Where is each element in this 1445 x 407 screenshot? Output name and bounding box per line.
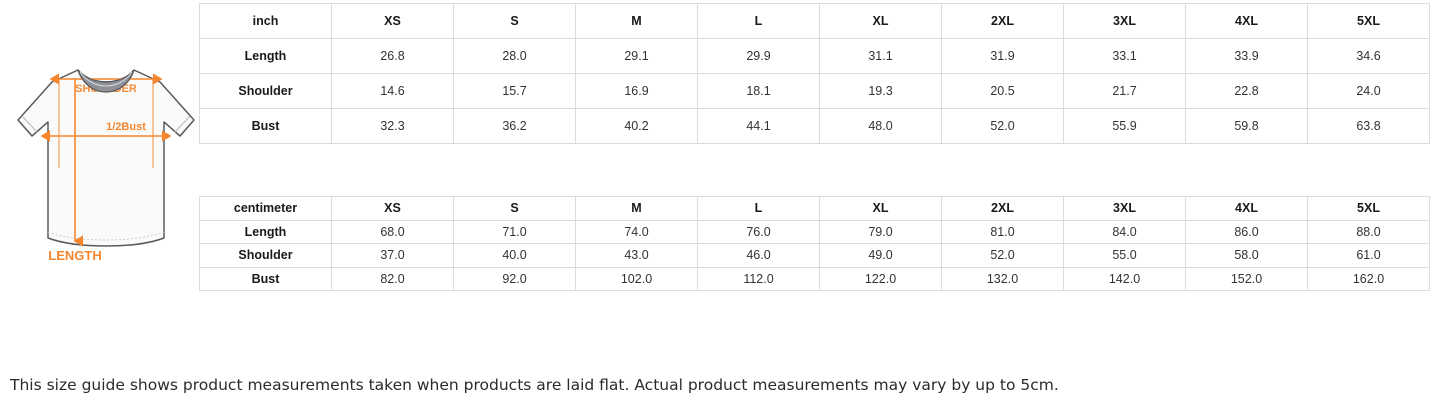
cell-inch-shoulder-xl: 19.3 [819, 73, 942, 109]
cell-inch-shoulder-3xl: 21.7 [1063, 73, 1186, 109]
unit-header-inch: inch [199, 3, 332, 39]
cell-inch-shoulder-s: 15.7 [453, 73, 576, 109]
cell-inch-bust-xl: 48.0 [819, 108, 942, 144]
cell-cm-bust-m: 102.0 [575, 266, 698, 291]
cell-cm-shoulder-xl: 49.0 [819, 243, 942, 268]
size-table-inch: inch XS S M L XL 2XL 3XL 4XL 5XL Length … [199, 3, 1430, 144]
size-header-cm-4xl: 4XL [1185, 196, 1308, 221]
cell-cm-length-l: 76.0 [697, 219, 820, 244]
size-header-cm-3xl: 3XL [1063, 196, 1186, 221]
cell-inch-bust-l: 44.1 [697, 108, 820, 144]
cell-cm-shoulder-xs: 37.0 [331, 243, 454, 268]
row-label-length: Length [199, 38, 332, 74]
size-table-centimeter: centimeter XS S M L XL 2XL 3XL 4XL 5XL L… [199, 196, 1430, 291]
size-header-l: L [697, 3, 820, 39]
collar-overlap-shape [77, 69, 135, 93]
cell-cm-length-2xl: 81.0 [941, 219, 1064, 244]
cell-inch-length-l: 29.9 [697, 38, 820, 74]
table-row: Length 68.0 71.0 74.0 76.0 79.0 81.0 84.… [199, 219, 1430, 244]
cell-inch-bust-3xl: 55.9 [1063, 108, 1186, 144]
cell-cm-shoulder-l: 46.0 [697, 243, 820, 268]
cell-inch-bust-s: 36.2 [453, 108, 576, 144]
table-row: Length 26.8 28.0 29.1 29.9 31.1 31.9 33.… [199, 38, 1430, 74]
cell-cm-length-xs: 68.0 [331, 219, 454, 244]
cell-cm-bust-4xl: 152.0 [1185, 266, 1308, 291]
tshirt-body-shape [17, 69, 195, 247]
size-header-3xl: 3XL [1063, 3, 1186, 39]
size-header-cm-xl: XL [819, 196, 942, 221]
row-label-shoulder: Shoulder [199, 73, 332, 109]
cell-cm-bust-s: 92.0 [453, 266, 576, 291]
tshirt-measurement-diagram: SHOULDER 1/2Bust LENGTH [8, 48, 204, 268]
cell-inch-bust-2xl: 52.0 [941, 108, 1064, 144]
size-header-cm-xs: XS [331, 196, 454, 221]
row-label-cm-shoulder: Shoulder [199, 243, 332, 268]
size-header-cm-2xl: 2XL [941, 196, 1064, 221]
unit-header-centimeter: centimeter [199, 196, 332, 221]
cell-cm-length-m: 74.0 [575, 219, 698, 244]
cell-cm-bust-l: 112.0 [697, 266, 820, 291]
cell-inch-shoulder-l: 18.1 [697, 73, 820, 109]
cell-inch-shoulder-4xl: 22.8 [1185, 73, 1308, 109]
cell-inch-shoulder-5xl: 24.0 [1307, 73, 1430, 109]
size-header-s: S [453, 3, 576, 39]
cell-cm-length-xl: 79.0 [819, 219, 942, 244]
bust-label: 1/2Bust [106, 121, 146, 133]
cell-cm-shoulder-s: 40.0 [453, 243, 576, 268]
table-header-row: centimeter XS S M L XL 2XL 3XL 4XL 5XL [199, 196, 1430, 221]
table-row: Shoulder 14.6 15.7 16.9 18.1 19.3 20.5 2… [199, 73, 1430, 109]
size-header-cm-5xl: 5XL [1307, 196, 1430, 221]
cell-cm-length-5xl: 88.0 [1307, 219, 1430, 244]
cell-inch-length-s: 28.0 [453, 38, 576, 74]
cell-cm-bust-2xl: 132.0 [941, 266, 1064, 291]
cell-inch-shoulder-m: 16.9 [575, 73, 698, 109]
row-label-cm-length: Length [199, 219, 332, 244]
cell-inch-length-3xl: 33.1 [1063, 38, 1186, 74]
cell-cm-shoulder-4xl: 58.0 [1185, 243, 1308, 268]
cell-inch-bust-4xl: 59.8 [1185, 108, 1308, 144]
cell-cm-length-s: 71.0 [453, 219, 576, 244]
cell-inch-length-4xl: 33.9 [1185, 38, 1308, 74]
cell-inch-length-2xl: 31.9 [941, 38, 1064, 74]
cell-cm-shoulder-2xl: 52.0 [941, 243, 1064, 268]
cell-inch-shoulder-xs: 14.6 [331, 73, 454, 109]
cell-cm-length-4xl: 86.0 [1185, 219, 1308, 244]
cell-inch-bust-xs: 32.3 [331, 108, 454, 144]
size-header-5xl: 5XL [1307, 3, 1430, 39]
size-header-xs: XS [331, 3, 454, 39]
cell-cm-shoulder-m: 43.0 [575, 243, 698, 268]
table-row: Shoulder 37.0 40.0 43.0 46.0 49.0 52.0 5… [199, 243, 1430, 268]
cell-cm-bust-3xl: 142.0 [1063, 266, 1186, 291]
cell-cm-shoulder-5xl: 61.0 [1307, 243, 1430, 268]
size-header-2xl: 2XL [941, 3, 1064, 39]
cell-cm-bust-5xl: 162.0 [1307, 266, 1430, 291]
row-label-bust: Bust [199, 108, 332, 144]
size-header-m: M [575, 3, 698, 39]
size-header-xl: XL [819, 3, 942, 39]
cell-cm-shoulder-3xl: 55.0 [1063, 243, 1186, 268]
cell-inch-length-5xl: 34.6 [1307, 38, 1430, 74]
length-label: LENGTH [48, 248, 101, 263]
size-header-cm-s: S [453, 196, 576, 221]
table-row: Bust 32.3 36.2 40.2 44.1 48.0 52.0 55.9 … [199, 108, 1430, 144]
size-header-cm-l: L [697, 196, 820, 221]
cell-cm-length-3xl: 84.0 [1063, 219, 1186, 244]
cell-cm-bust-xs: 82.0 [331, 266, 454, 291]
table-row: Bust 82.0 92.0 102.0 112.0 122.0 132.0 1… [199, 266, 1430, 291]
cell-inch-length-m: 29.1 [575, 38, 698, 74]
cell-inch-length-xl: 31.1 [819, 38, 942, 74]
size-guide-note: This size guide shows product measuremen… [10, 376, 1059, 394]
size-header-cm-m: M [575, 196, 698, 221]
row-label-cm-bust: Bust [199, 266, 332, 291]
cell-cm-bust-xl: 122.0 [819, 266, 942, 291]
cell-inch-bust-5xl: 63.8 [1307, 108, 1430, 144]
table-header-row: inch XS S M L XL 2XL 3XL 4XL 5XL [199, 3, 1430, 39]
cell-inch-bust-m: 40.2 [575, 108, 698, 144]
cell-inch-shoulder-2xl: 20.5 [941, 73, 1064, 109]
cell-inch-length-xs: 26.8 [331, 38, 454, 74]
size-header-4xl: 4XL [1185, 3, 1308, 39]
